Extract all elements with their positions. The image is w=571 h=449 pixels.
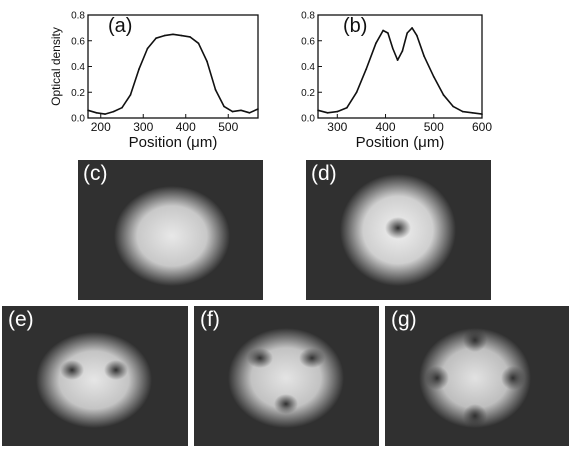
cloud-image-c (114, 186, 230, 286)
image-panel-d: (d) (306, 160, 491, 300)
data-point (163, 34, 166, 37)
x-tick-label: 300 (133, 120, 153, 134)
x-tick-label: 600 (472, 120, 492, 134)
x-tick-label: 500 (424, 120, 444, 134)
vortex-core (385, 217, 411, 239)
data-point (189, 36, 191, 38)
data-point (138, 68, 140, 70)
data-point (432, 76, 435, 78)
panel-label-d: (d) (311, 162, 337, 185)
data-point (406, 32, 409, 34)
data-point (336, 110, 339, 113)
data-point (223, 105, 225, 108)
y-tick-label: 0.0 (301, 114, 315, 125)
image-panel-g: (g) (385, 306, 569, 446)
data-point (442, 94, 445, 96)
data-point (87, 109, 89, 112)
x-tick-label: 400 (176, 120, 196, 134)
panel-label: (b) (343, 15, 367, 37)
image-panel-c: (c) (78, 160, 263, 300)
data-point (95, 112, 98, 114)
optical-density-line (317, 27, 483, 115)
data-point (146, 47, 149, 50)
data-point (423, 55, 425, 57)
y-axis-label: Optical density (49, 27, 63, 106)
data-point (112, 110, 115, 113)
data-point (391, 47, 394, 50)
plot-b: 0.0 0.2 0.4 0.6 0.8 300 400 500 600 Position (μm)… (301, 11, 492, 152)
data-point (471, 112, 474, 114)
x-axis-label: Position (μm) (129, 134, 218, 151)
data-point (104, 113, 106, 115)
data-point (355, 91, 358, 94)
data-point (396, 59, 399, 61)
cloud-image-d (340, 174, 456, 286)
panel-label: (a) (108, 15, 132, 37)
image-panel-e: (e) (2, 306, 188, 446)
y-tick-label: 0.0 (71, 114, 85, 125)
cloud-image-g (419, 328, 531, 428)
data-point (387, 32, 389, 34)
data-point (401, 50, 404, 52)
x-axis-label: Position (μm) (356, 134, 445, 151)
data-point (248, 112, 251, 114)
panel-label-c: (c) (83, 162, 108, 185)
x-tick-label: 400 (376, 120, 396, 134)
data-point (452, 105, 454, 108)
y-tick-label: 0.8 (301, 11, 315, 22)
y-tick-label: 0.4 (71, 62, 85, 73)
y-tick-label: 0.4 (301, 62, 315, 73)
data-point (180, 34, 183, 37)
data-point (257, 108, 259, 110)
data-point (317, 109, 319, 112)
y-tick-label: 0.6 (71, 36, 85, 47)
data-point (197, 42, 200, 45)
y-tick-label: 0.2 (71, 88, 85, 99)
cloud-image-e (36, 332, 152, 428)
y-tick-label: 0.6 (301, 36, 315, 47)
data-point (461, 110, 464, 113)
data-point (375, 42, 377, 45)
data-point (231, 110, 234, 113)
data-point (346, 106, 348, 109)
data-point (326, 112, 329, 114)
panel-label-f: (f) (200, 308, 220, 331)
image-panel-f: (f) (194, 306, 379, 446)
optical-density-line (87, 33, 259, 115)
data-point (416, 34, 418, 37)
data-point (365, 68, 368, 70)
x-tick-label: 300 (327, 120, 347, 134)
panel-label-e: (e) (8, 308, 34, 331)
data-point (155, 37, 157, 39)
x-tick-label: 500 (218, 120, 238, 134)
data-point (172, 33, 174, 36)
data-point (206, 60, 208, 63)
panel-label-g: (g) (391, 308, 417, 331)
data-point (121, 106, 123, 109)
data-point (481, 113, 483, 115)
data-point (411, 27, 413, 29)
x-tick-label: 200 (91, 120, 111, 134)
data-point (240, 109, 242, 112)
y-tick-label: 0.2 (301, 88, 315, 99)
cloud-image-f (228, 328, 344, 428)
y-tick-label: 0.8 (71, 11, 85, 22)
data-point (214, 88, 217, 91)
data-point (382, 29, 384, 32)
data-point (129, 94, 132, 96)
